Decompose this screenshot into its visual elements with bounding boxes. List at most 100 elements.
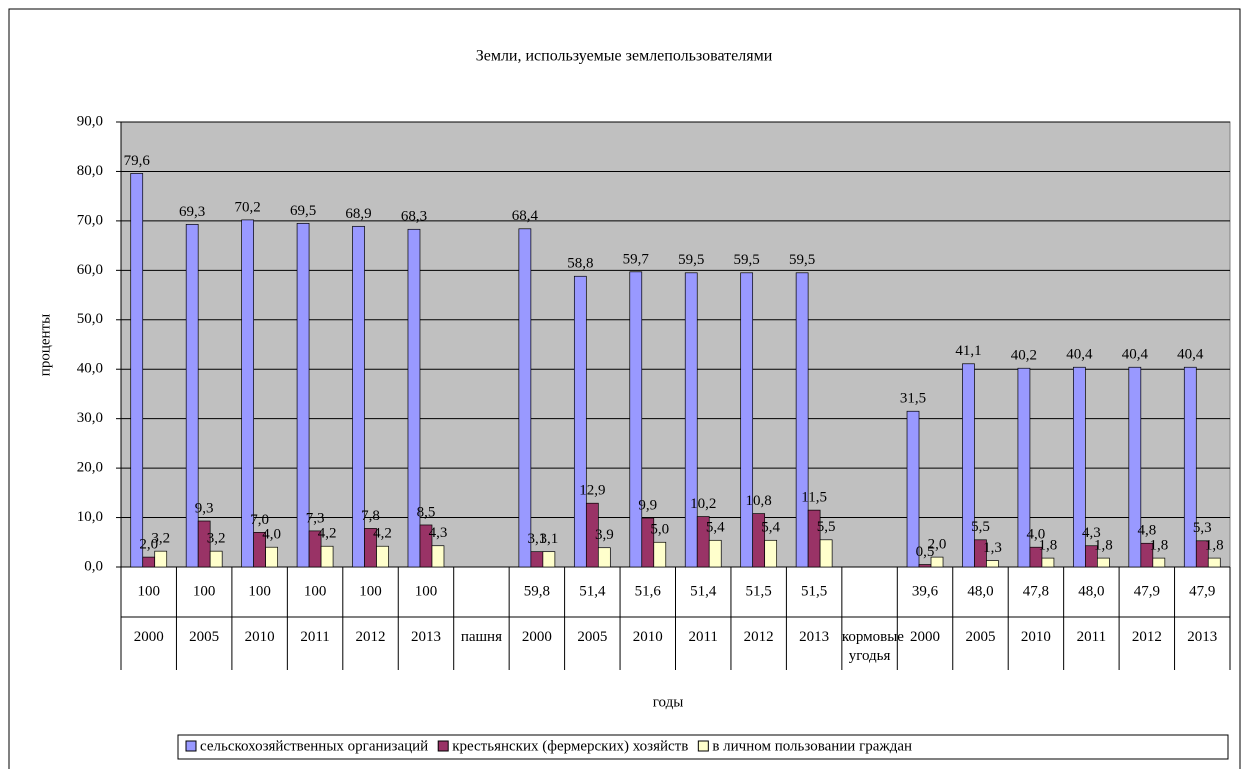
y-tick-label: 40,0 [77, 361, 103, 377]
bar [1041, 557, 1055, 568]
bar [629, 271, 643, 568]
y-axis-label: проценты [37, 314, 53, 376]
chart-title: Земли, используемые землепользователями [476, 48, 773, 65]
bar [185, 224, 199, 568]
data-label: 4,2 [318, 526, 337, 542]
data-label: 9,3 [195, 500, 214, 516]
legend-swatch [437, 740, 449, 752]
bar [684, 272, 698, 568]
bar [573, 275, 587, 568]
x-tick-label: 48,0 [1078, 583, 1104, 599]
legend-swatch [697, 740, 709, 752]
bar [986, 560, 999, 568]
x-tick-label: 2010 [244, 629, 275, 645]
data-label: 1,8 [1149, 538, 1168, 554]
data-label: 2,0 [928, 537, 947, 553]
x-tick-label: 59,8 [524, 583, 550, 599]
bar [974, 539, 987, 568]
x-tick-label: 2013 [1187, 629, 1218, 645]
x-tick-label: 2005 [965, 629, 996, 645]
y-tick-label: 0,0 [84, 558, 103, 574]
x-tick-label: 100 [304, 583, 327, 599]
x-tick-label: 100 [193, 583, 216, 599]
y-tick-label: 70,0 [77, 212, 103, 228]
x-tick-label: 51,4 [579, 583, 606, 599]
data-label: 40,4 [1066, 347, 1093, 363]
data-label: 5,4 [761, 520, 780, 536]
data-label: 4,8 [1137, 523, 1156, 539]
bar [1085, 545, 1098, 568]
bar [530, 551, 544, 568]
bar [819, 539, 833, 568]
data-label: 3,1 [528, 531, 547, 547]
data-label: 3,2 [151, 531, 170, 547]
bar [962, 363, 975, 568]
x-axis-label: годы [653, 694, 684, 710]
bar [296, 223, 310, 568]
x-tick-label: 2013 [799, 629, 830, 645]
bar [518, 228, 532, 568]
x-tick-label: кормовые угодья [841, 629, 904, 664]
data-label: 4,0 [1027, 527, 1046, 543]
data-label: 12,9 [579, 483, 605, 499]
bar [653, 541, 667, 568]
x-tick-label: 47,9 [1134, 583, 1160, 599]
bar [795, 272, 809, 568]
data-label: 4,3 [1082, 525, 1101, 541]
bar [154, 550, 168, 568]
x-tick-label: 2005 [577, 629, 608, 645]
data-label: 3,2 [207, 531, 226, 547]
bar [807, 509, 821, 568]
legend-swatch [185, 740, 197, 752]
x-tick-label: 100 [248, 583, 271, 599]
x-tick-label: 48,0 [967, 583, 993, 599]
legend-label: крестьянских (фермерских) хозяйств [452, 738, 688, 754]
data-label: 5,5 [971, 519, 990, 535]
bar [1097, 557, 1110, 568]
y-tick-label: 80,0 [77, 163, 103, 179]
bar [542, 551, 556, 568]
bar [407, 228, 421, 568]
data-label: 4,2 [373, 526, 392, 542]
y-tick-label: 50,0 [77, 311, 103, 327]
bar [1128, 366, 1142, 568]
data-label: 1,8 [1094, 538, 1113, 554]
plot-area [120, 121, 1231, 568]
bar [130, 173, 144, 568]
legend-label: в личном пользовании граждан [712, 738, 912, 754]
x-tick-label: 2012 [743, 629, 774, 645]
y-tick-label: 90,0 [77, 113, 103, 129]
bar [1183, 366, 1197, 568]
bar [764, 539, 778, 568]
bar [1207, 557, 1221, 568]
y-tick-label: 20,0 [77, 460, 103, 476]
data-label: 5,4 [706, 520, 725, 536]
data-label: 0,5 [916, 544, 935, 560]
data-label: 11,5 [801, 490, 827, 506]
bar [142, 556, 156, 568]
x-tick-label: 2000 [133, 629, 164, 645]
data-label: 40,4 [1177, 347, 1204, 363]
bar [906, 410, 920, 568]
bar [1073, 366, 1086, 568]
data-label: 5,0 [650, 522, 669, 538]
x-tick-label: 2012 [355, 629, 386, 645]
data-label: 40,2 [1011, 348, 1037, 364]
bar [241, 219, 254, 568]
bar [1140, 542, 1154, 568]
x-tick-label: 51,4 [690, 583, 717, 599]
x-tick-label: 2013 [410, 629, 441, 645]
bar [740, 272, 754, 568]
data-label: 5,5 [817, 519, 836, 535]
data-label: 59,5 [789, 252, 815, 268]
bar [209, 550, 223, 568]
x-tick-label: 2000 [521, 629, 552, 645]
bar [320, 545, 334, 568]
data-label: 68,4 [512, 208, 539, 224]
bar [1029, 546, 1043, 568]
y-tick-label: 30,0 [77, 410, 103, 426]
x-tick-label: 2011 [688, 629, 718, 645]
data-label: 69,5 [290, 203, 316, 219]
x-tick-label: 51,6 [635, 583, 662, 599]
